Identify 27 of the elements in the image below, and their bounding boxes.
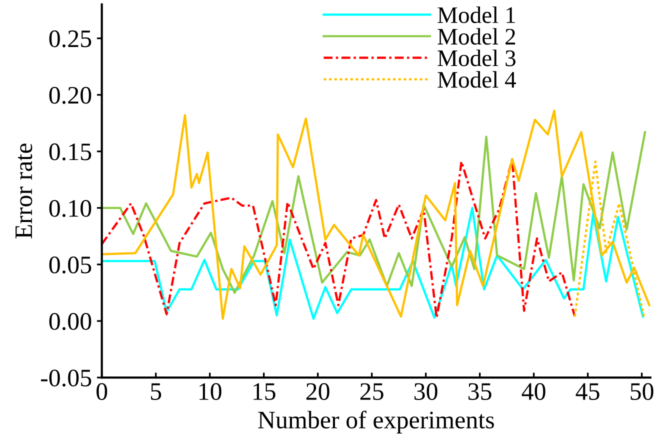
y-axis-title: Error rate (16, 144, 32, 238)
line-series (102, 131, 646, 294)
x-tick-label: 35 (468, 383, 492, 400)
y-tick-label: 0.00 (49, 313, 92, 330)
y-tick-label: -0.05 (40, 370, 92, 387)
x-tick-label: 10 (200, 383, 222, 400)
y-tick-label: 0.25 (49, 30, 92, 48)
x-tick-label: 5 (151, 383, 162, 400)
x-tick-label: 15 (254, 383, 276, 400)
y-tick-label: 0.15 (49, 143, 92, 160)
legend-label: Model 3 (438, 50, 516, 66)
x-tick-label: 40 (522, 383, 546, 400)
y-tick-label: 0.10 (49, 200, 92, 217)
x-tick-label: 50 (630, 383, 654, 400)
x-tick-label: 0 (96, 383, 108, 400)
legend-label: Model 1 (438, 6, 515, 24)
x-tick-label: 25 (360, 383, 384, 400)
x-axis-title: Number of experiments (258, 410, 494, 434)
x-tick-label: 45 (576, 383, 600, 400)
legend-label: Model 2 (438, 28, 516, 45)
x-tick-label: 20 (306, 383, 330, 400)
line-series (102, 206, 644, 320)
x-tick-label: 30 (414, 383, 438, 400)
legend-label: Model 4 (438, 71, 516, 88)
y-tick-label: 0.05 (49, 256, 92, 274)
y-tick-label: 0.20 (49, 86, 92, 104)
line-series (102, 110, 650, 320)
